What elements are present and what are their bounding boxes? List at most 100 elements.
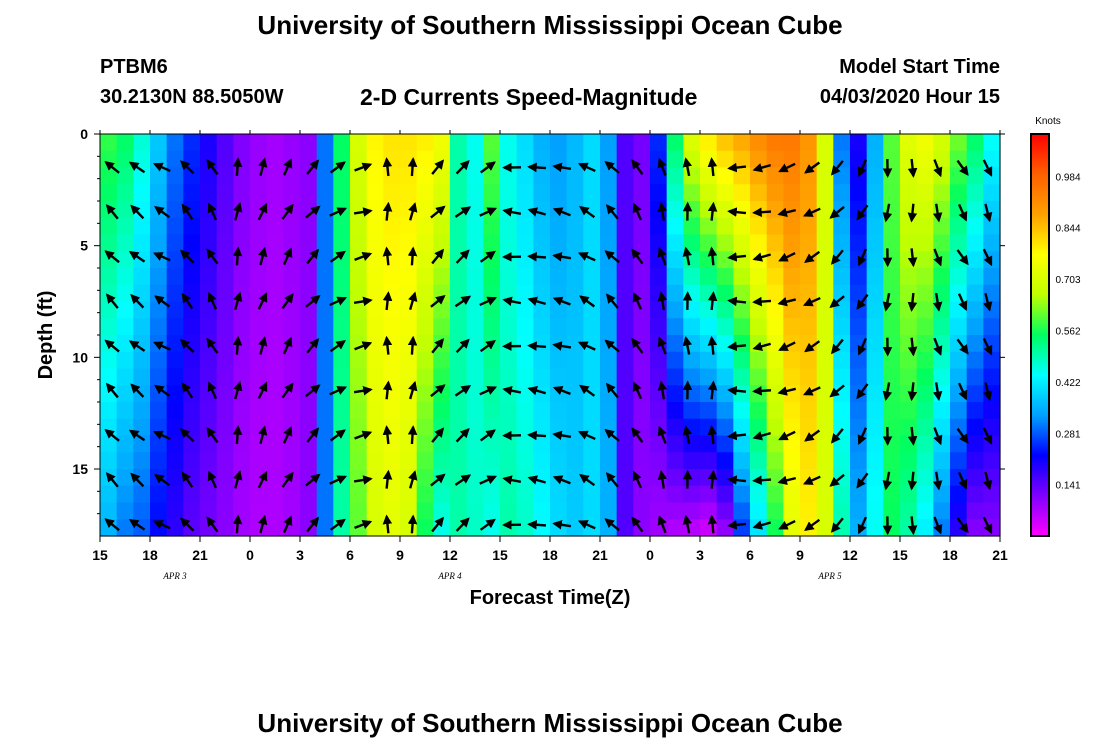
- heatmap-cell: [967, 218, 984, 235]
- heatmap-cell: [850, 402, 867, 419]
- heatmap-cell: [717, 402, 734, 419]
- heatmap-cell: [800, 503, 817, 520]
- heatmap-cell: [350, 251, 367, 268]
- heatmap-cell: [767, 201, 784, 218]
- heatmap-cell: [350, 285, 367, 302]
- heatmap-cell: [667, 318, 684, 335]
- heatmap-cell: [533, 352, 550, 369]
- heatmap-cell: [717, 436, 734, 453]
- heatmap-cell: [617, 369, 634, 386]
- heatmap-cell: [667, 452, 684, 469]
- heatmap-cell: [733, 318, 750, 335]
- heatmap-cell: [500, 335, 517, 352]
- heatmap-cell: [850, 168, 867, 185]
- heatmap-cell: [833, 352, 850, 369]
- heatmap-cell: [567, 452, 584, 469]
- heatmap-cell: [417, 402, 434, 419]
- heatmap-cell: [233, 251, 250, 268]
- heatmap-cell: [933, 452, 950, 469]
- heatmap-cell: [700, 369, 717, 386]
- heatmap-cell: [867, 168, 884, 185]
- current-vector: [237, 248, 238, 265]
- heatmap-cell: [383, 268, 400, 285]
- heatmap-cell: [217, 503, 234, 520]
- heatmap-cell: [550, 519, 567, 536]
- heatmap-cell: [733, 352, 750, 369]
- heatmap-cell: [500, 352, 517, 369]
- heatmap-cell: [500, 251, 517, 268]
- heatmap-cell: [150, 402, 167, 419]
- heatmap-cell: [350, 318, 367, 335]
- heatmap-cell: [817, 151, 834, 168]
- heatmap-cell: [967, 519, 984, 536]
- heatmap-cell: [883, 352, 900, 369]
- heatmap-cell: [350, 335, 367, 352]
- current-vector: [529, 167, 546, 168]
- heatmap-cell: [400, 402, 417, 419]
- heatmap-cell: [400, 486, 417, 503]
- heatmap-cell: [567, 318, 584, 335]
- heatmap-cell: [367, 503, 384, 520]
- heatmap-cell: [783, 402, 800, 419]
- heatmap-cell: [683, 201, 700, 218]
- heatmap-cell: [867, 251, 884, 268]
- heatmap-cell: [867, 268, 884, 285]
- heatmap-cell: [950, 352, 967, 369]
- heatmap-cell: [533, 134, 550, 151]
- heatmap-cell: [700, 452, 717, 469]
- heatmap-cell: [417, 251, 434, 268]
- heatmap-cell: [433, 151, 450, 168]
- heatmap-cell: [350, 268, 367, 285]
- heatmap-cell: [550, 419, 567, 436]
- heatmap-cell: [317, 168, 334, 185]
- heatmap-cell: [733, 469, 750, 486]
- heatmap-cell: [550, 302, 567, 319]
- heatmap-cell: [433, 402, 450, 419]
- heatmap-cell: [100, 134, 117, 151]
- current-vector: [529, 524, 546, 525]
- heatmap-cell: [283, 235, 300, 252]
- heatmap-cell: [317, 436, 334, 453]
- heatmap-cell: [483, 503, 500, 520]
- heatmap-cell: [700, 519, 717, 536]
- heatmap-cell: [633, 134, 650, 151]
- current-vector: [412, 159, 413, 176]
- heatmap-cell: [967, 402, 984, 419]
- heatmap-cell: [800, 134, 817, 151]
- heatmap-cell: [667, 151, 684, 168]
- heatmap-cell: [217, 402, 234, 419]
- heatmap-cell: [450, 452, 467, 469]
- heatmap-cell: [250, 486, 267, 503]
- heatmap-cell: [517, 318, 534, 335]
- heatmap-cell: [583, 486, 600, 503]
- heatmap-cell: [617, 402, 634, 419]
- heatmap-cell: [383, 184, 400, 201]
- heatmap-cell: [417, 352, 434, 369]
- heatmap-cell: [767, 486, 784, 503]
- heatmap-cell: [717, 168, 734, 185]
- heatmap-cell: [500, 134, 517, 151]
- heatmap-cell: [267, 184, 284, 201]
- heatmap-cell: [633, 235, 650, 252]
- heatmap-cell: [533, 469, 550, 486]
- heatmap-cell: [533, 302, 550, 319]
- heatmap-cell: [733, 151, 750, 168]
- heatmap-cell: [267, 251, 284, 268]
- heatmap-cell: [567, 352, 584, 369]
- heatmap-cell: [100, 184, 117, 201]
- heatmap-cell: [717, 469, 734, 486]
- heatmap-cell: [200, 184, 217, 201]
- heatmap-cell: [950, 318, 967, 335]
- heatmap-cell: [167, 352, 184, 369]
- heatmap-cell: [983, 402, 1000, 419]
- heatmap-cell: [683, 469, 700, 486]
- heatmap-cell: [567, 218, 584, 235]
- heatmap-cell: [317, 268, 334, 285]
- heatmap-cell: [817, 302, 834, 319]
- heatmap-cell: [467, 369, 484, 386]
- heatmap-cell: [250, 251, 267, 268]
- x-axis-label: Forecast Time(Z): [470, 587, 631, 609]
- heatmap-cell: [683, 385, 700, 402]
- heatmap-cell: [400, 302, 417, 319]
- heatmap-cell: [533, 251, 550, 268]
